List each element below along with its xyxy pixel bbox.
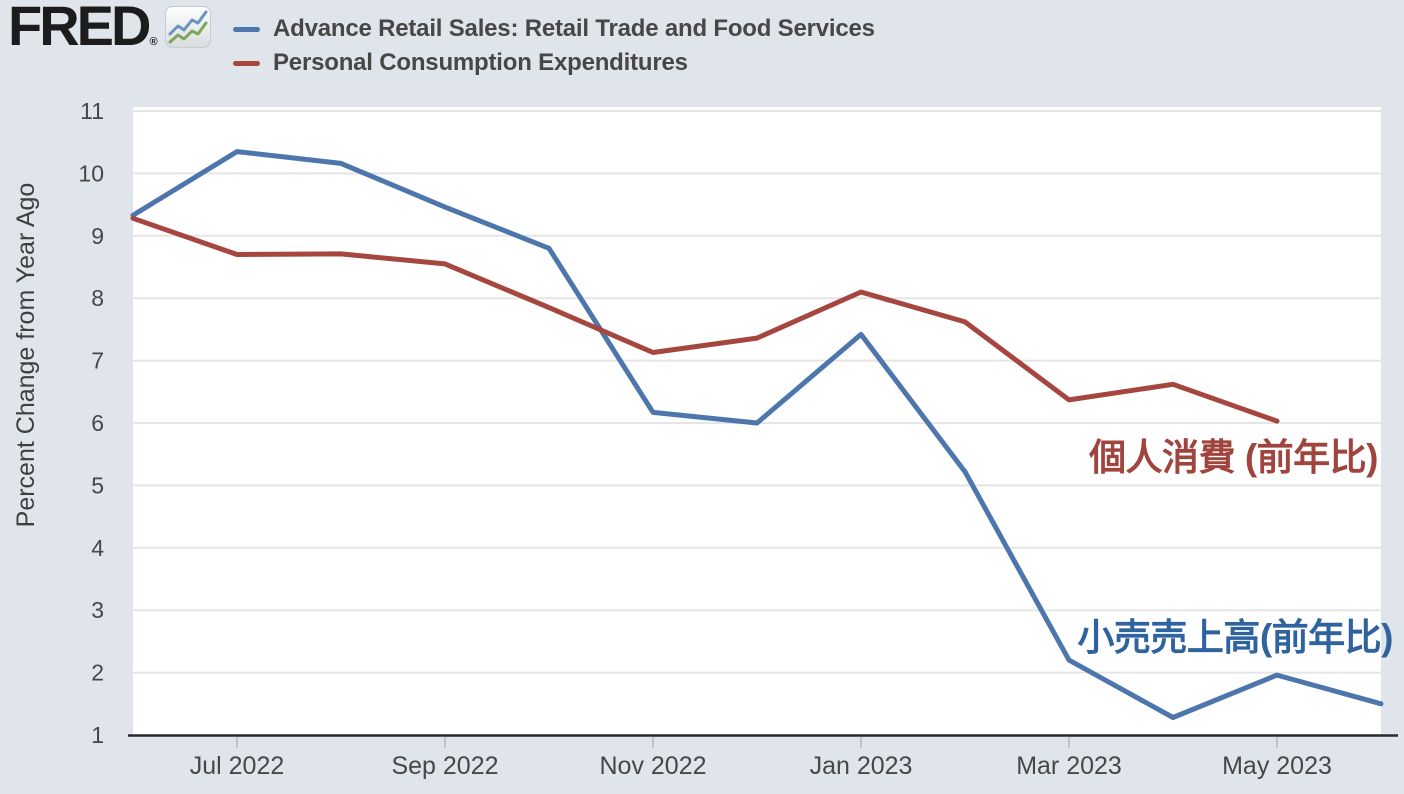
x-axis-tick-label: Jul 2022 [190,752,285,780]
pce-annotation: 個人消費 (前年比) [1088,437,1378,478]
y-axis-tick-label: 5 [91,472,104,498]
y-axis-tick-label: 7 [91,348,104,374]
x-axis-tick-label: Sep 2022 [391,752,498,780]
pce-line [130,215,1280,424]
retail-sales-annotation: 小売売上高(前年比) [1077,617,1393,658]
retail-sales-line [130,149,1384,720]
fred-logo: FRED ® [8,0,211,57]
registered-trademark: ® [149,36,158,48]
y-axis-tick-label: 8 [91,285,104,311]
x-axis-tick-label: Mar 2023 [1016,752,1122,780]
header: FRED ® Advance Retail Sales: Retail Trad… [0,0,1404,95]
x-axis-tick-label: Jan 2023 [810,752,913,780]
y-axis-title: Percent Change from Year Ago [12,183,40,528]
y-axis-tick-label: 4 [91,535,104,561]
y-axis-tick-label: 11 [80,98,104,124]
fred-logo-chart-icon [164,6,211,48]
legend-item-retail-sales: Advance Retail Sales: Retail Trade and F… [233,12,875,46]
x-axis-tick-label: Nov 2022 [599,752,706,780]
legend-label-retail-sales: Advance Retail Sales: Retail Trade and F… [273,15,875,42]
legend-label-pce: Personal Consumption Expenditures [273,49,688,76]
legend-item-pce: Personal Consumption Expenditures [233,46,875,80]
y-axis-tick-label: 10 [78,160,104,186]
x-axis-tick-label: May 2023 [1222,752,1332,780]
y-axis-tick-label: 1 [91,722,104,748]
y-axis-tick-label: 3 [91,597,104,623]
legend-swatch-pce [233,60,260,66]
legend-swatch-retail-sales [233,26,260,32]
y-axis-tick-label: 6 [91,410,104,436]
fred-logo-text: FRED [8,0,151,57]
y-axis-tick-label: 9 [91,223,104,249]
y-axis-tick-label: 2 [91,660,104,686]
chart-legend: Advance Retail Sales: Retail Trade and F… [233,12,875,80]
